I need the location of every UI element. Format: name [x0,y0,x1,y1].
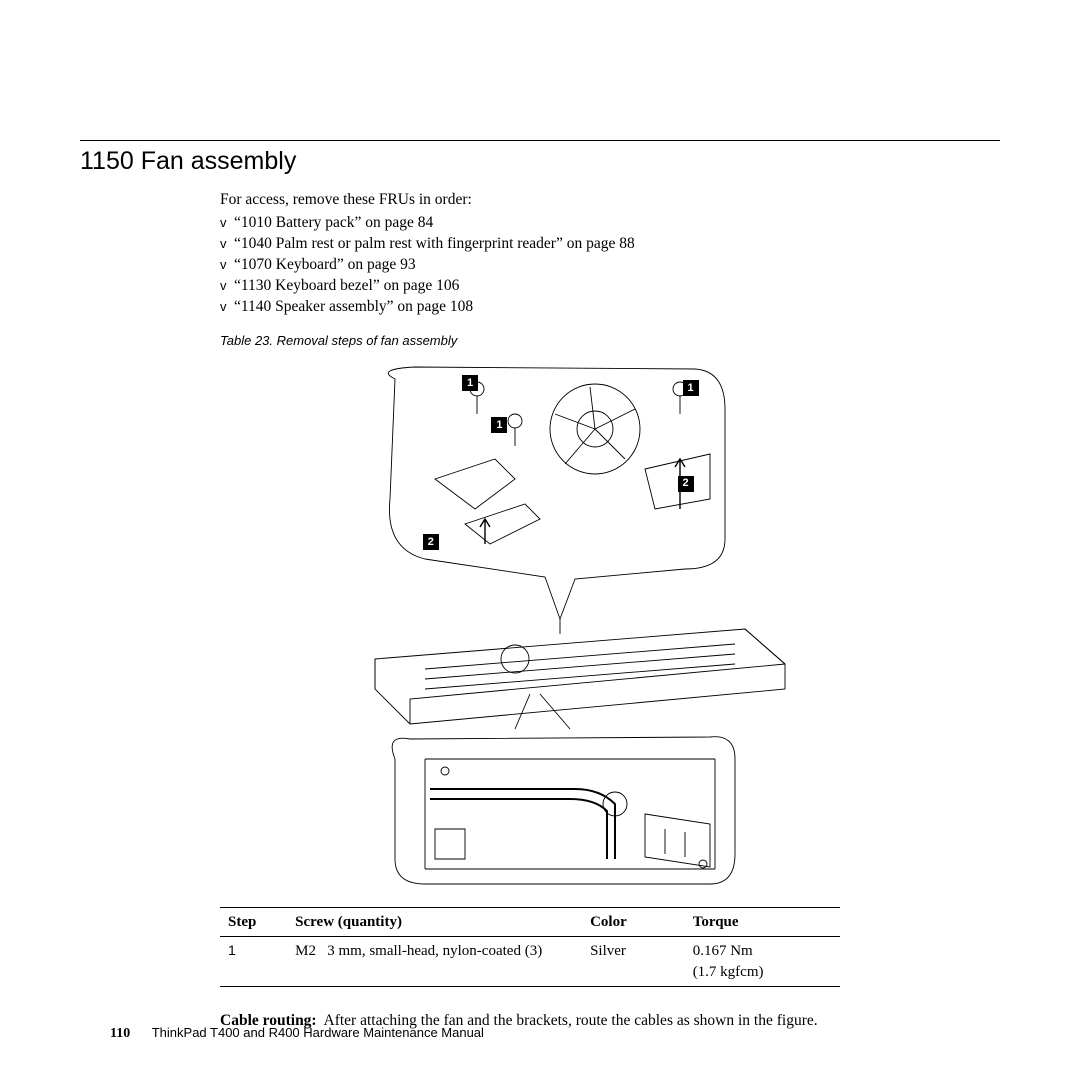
torque-nm: 0.167 Nm [693,943,753,959]
rule [80,140,1000,141]
diagram-svg [315,359,805,889]
bullet-icon: v [220,214,234,232]
page-footer: 110 ThinkPad T400 and R400 Hardware Main… [110,1025,484,1042]
bullet-icon: v [220,235,234,253]
table-row: 1 M2 3 mm, small-head, nylon-coated (3) … [220,937,840,987]
bullet-icon: v [220,256,234,274]
screw-desc: 3 mm, small-head, nylon-coated (3) [327,943,542,959]
bullet-icon: v [220,277,234,295]
bullet-icon: v [220,298,234,316]
fru-text: “1130 Keyboard bezel” on page 106 [234,277,459,294]
table-caption: Table 23. Removal steps of fan assembly [220,332,900,350]
torque-kgf: (1.7 kgfcm) [693,964,764,980]
page-number: 110 [110,1026,130,1041]
manual-page: 1150 Fan assembly For access, remove the… [0,0,1080,1080]
fru-item: v“1130 Keyboard bezel” on page 106 [220,276,900,297]
section-title: 1150 Fan assembly [80,147,1000,176]
cell-step: 1 [220,937,287,987]
footer-title: ThinkPad T400 and R400 Hardware Maintena… [152,1025,484,1040]
body-column: For access, remove these FRUs in order: … [220,190,900,1032]
fru-item: v“1010 Battery pack” on page 84 [220,213,900,234]
cell-torque: 0.167 Nm (1.7 kgfcm) [685,937,840,987]
fru-text: “1040 Palm rest or palm rest with finger… [234,235,635,252]
cell-screw: M2 3 mm, small-head, nylon-coated (3) [287,937,582,987]
exploded-diagram: 1 1 1 2 2 [315,359,805,889]
fru-item: v“1040 Palm rest or palm rest with finge… [220,234,900,255]
fru-text: “1010 Battery pack” on page 84 [234,214,433,231]
fru-text: “1070 Keyboard” on page 93 [234,256,416,273]
screw-code: M2 [295,943,316,959]
col-screw: Screw (quantity) [287,908,582,937]
diagram-callout: 1 [683,380,699,396]
diagram-callout: 1 [462,375,478,391]
diagram-callout: 2 [678,476,694,492]
col-torque: Torque [685,908,840,937]
col-step: Step [220,908,287,937]
fru-list: v“1010 Battery pack” on page 84v“1040 Pa… [220,213,900,318]
diagram-callout: 1 [491,417,507,433]
fru-item: v“1070 Keyboard” on page 93 [220,255,900,276]
fru-text: “1140 Speaker assembly” on page 108 [234,298,473,315]
diagram-callout: 2 [423,534,439,550]
screw-table: Step Screw (quantity) Color Torque 1 M2 … [220,907,840,987]
cell-color: Silver [582,937,685,987]
table-header-row: Step Screw (quantity) Color Torque [220,908,840,937]
col-color: Color [582,908,685,937]
intro-text: For access, remove these FRUs in order: [220,190,900,211]
fru-item: v“1140 Speaker assembly” on page 108 [220,297,900,318]
